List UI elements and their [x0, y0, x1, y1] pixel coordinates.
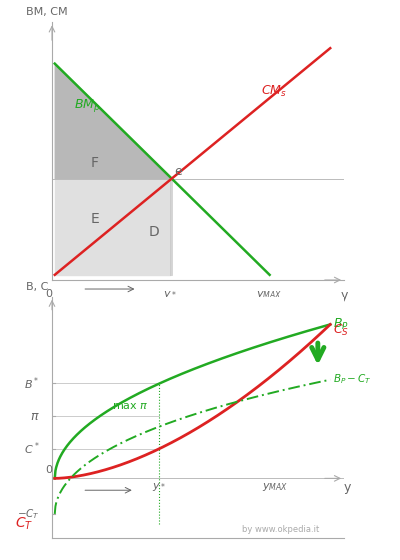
Text: $B_P$: $B_P$	[333, 317, 349, 332]
Text: max $\pi$: max $\pi$	[112, 401, 148, 411]
Text: E: E	[90, 212, 99, 226]
Text: e: e	[174, 165, 182, 178]
Text: $y_*$: $y_*$	[152, 482, 166, 493]
Text: $B^*$: $B^*$	[24, 375, 40, 392]
Text: D: D	[148, 225, 159, 239]
Text: $C_S$: $C_S$	[333, 323, 349, 338]
Text: y: y	[340, 289, 348, 302]
Text: $BM_p$: $BM_p$	[74, 97, 100, 114]
Text: BM, CM: BM, CM	[26, 7, 67, 17]
Text: y: y	[344, 482, 351, 494]
Text: $y_{MAX}$: $y_{MAX}$	[256, 289, 283, 301]
Text: $CM_s$: $CM_s$	[261, 83, 287, 99]
Text: $C_T$: $C_T$	[15, 516, 34, 532]
Text: B, C: B, C	[26, 282, 48, 292]
Text: $y_{MAX}$: $y_{MAX}$	[262, 482, 288, 493]
Text: $y_*$: $y_*$	[164, 289, 178, 301]
Text: $- C_T$: $- C_T$	[17, 507, 40, 521]
Text: 0: 0	[45, 465, 52, 475]
Text: $C^*$: $C^*$	[24, 440, 40, 457]
Text: F: F	[90, 156, 98, 170]
Text: 0: 0	[45, 289, 52, 299]
Text: $\pi$: $\pi$	[30, 409, 40, 423]
Text: $B_P - C_T$: $B_P - C_T$	[333, 372, 372, 386]
Text: by www.okpedia.it: by www.okpedia.it	[242, 525, 319, 534]
